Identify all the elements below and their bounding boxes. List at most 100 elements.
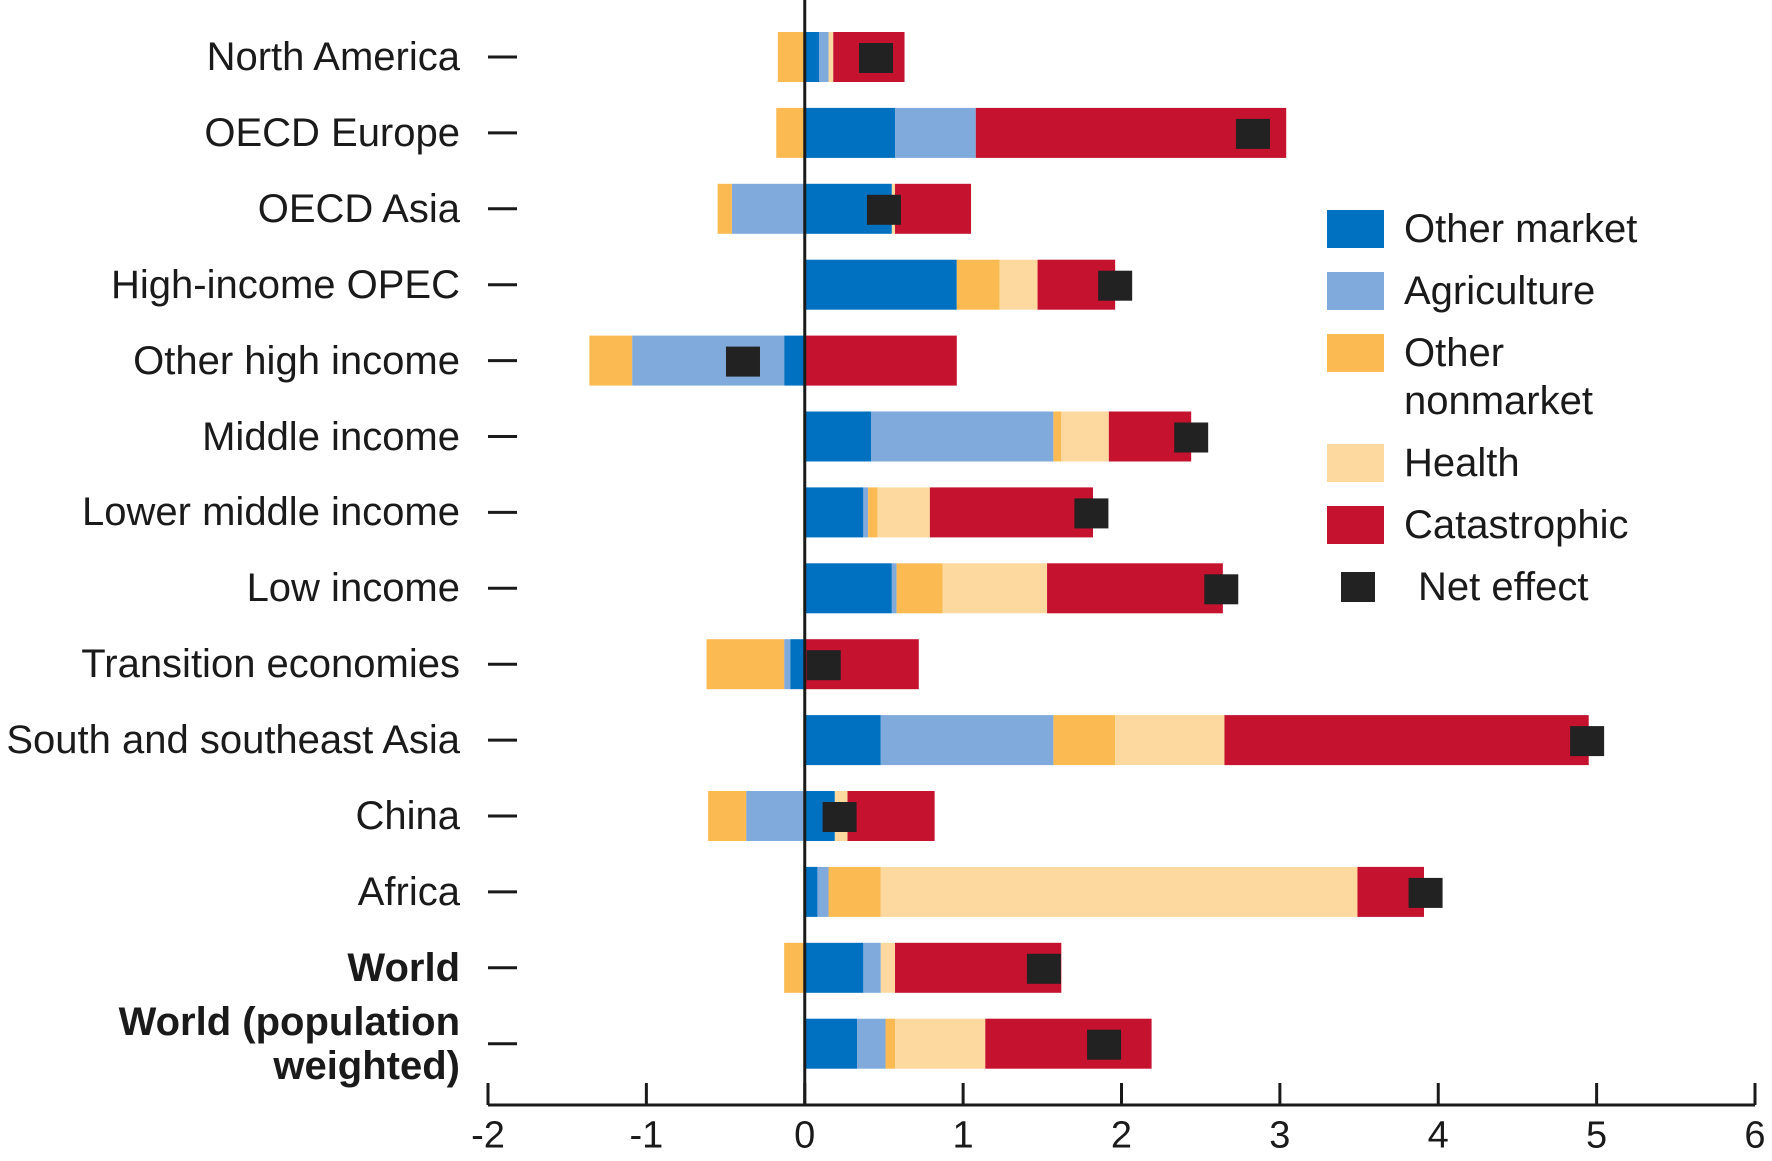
bar-segment <box>804 563 892 614</box>
bar-segment <box>804 487 864 538</box>
legend-swatch <box>1327 334 1384 372</box>
bar-segment <box>1115 715 1225 766</box>
category-label: World <box>347 945 460 990</box>
category-label: Lower middle income <box>82 490 460 535</box>
legend-item: Other market <box>1327 205 1727 253</box>
bar-segment <box>804 335 957 386</box>
category-label: Other high income <box>133 338 460 383</box>
bar-segment <box>956 259 1000 310</box>
legend-label: Catastrophic <box>1404 503 1629 547</box>
legend-item: Other nonmarket <box>1327 329 1727 425</box>
legend-label: Net effect <box>1418 565 1589 609</box>
category-label: South and southeast Asia <box>6 718 460 763</box>
bar-segment <box>790 639 805 690</box>
legend-swatch <box>1327 272 1384 310</box>
legend-label: Agriculture <box>1404 269 1596 313</box>
x-tick-label: -2 <box>471 1114 505 1157</box>
bar-segment <box>784 942 805 993</box>
bar-segment <box>1047 563 1223 614</box>
bar-segment <box>828 32 834 82</box>
bar-segment <box>804 1018 858 1069</box>
legend-label: Health <box>1404 441 1520 485</box>
legend-label: Other market <box>1404 207 1638 251</box>
bar-segment <box>777 32 805 82</box>
bar-segment <box>804 107 896 158</box>
x-tick-label: 6 <box>1744 1114 1766 1157</box>
category-label: OECD Asia <box>257 186 460 231</box>
net-marker <box>1026 953 1061 984</box>
net-marker <box>859 43 894 73</box>
bar-segment <box>863 942 881 993</box>
bar-segment <box>804 866 818 917</box>
bar-segment <box>895 183 972 234</box>
bar-segment <box>804 259 957 310</box>
bar-segment <box>1061 411 1109 462</box>
bar-segment <box>589 335 633 386</box>
legend-item: Health <box>1327 439 1727 487</box>
bar-segment <box>828 866 881 917</box>
category-label: Middle income <box>202 414 460 459</box>
net-marker <box>725 346 760 377</box>
bar-segment <box>1053 715 1116 766</box>
net-marker <box>1074 498 1109 529</box>
category-label: North America <box>206 35 460 79</box>
category-label: Low income <box>246 566 460 611</box>
bar-segment <box>708 791 747 841</box>
bar-segment <box>784 639 791 690</box>
net-marker <box>822 802 857 832</box>
bar-segment <box>804 32 820 82</box>
legend-swatch <box>1327 506 1384 544</box>
bar-segment <box>817 866 829 917</box>
bar-segment <box>942 563 1048 614</box>
net-marker <box>866 194 901 225</box>
bar-segment <box>776 107 805 158</box>
net-marker <box>1174 422 1209 453</box>
net-marker <box>1235 118 1270 149</box>
bar-segment <box>895 1018 986 1069</box>
category-label: OECD Europe <box>204 110 460 155</box>
bar-segment <box>896 563 943 614</box>
bar-segment <box>706 639 785 690</box>
bar-segment <box>885 1018 896 1069</box>
legend: Other market Agriculture Other nonmarket He… <box>1327 205 1727 625</box>
legend-item: Agriculture <box>1327 267 1727 315</box>
bar-segment <box>784 335 805 386</box>
bar-segment <box>877 487 930 538</box>
bar-segment <box>804 715 881 766</box>
net-marker <box>1570 726 1605 757</box>
bar-segment <box>632 335 785 386</box>
x-tick-label: 0 <box>794 1114 816 1157</box>
legend-item: Catastrophic <box>1327 501 1727 549</box>
bar-segment <box>857 1018 886 1069</box>
bar-segment <box>746 791 805 841</box>
bar-segment <box>880 866 1358 917</box>
bar-segment <box>1053 411 1062 462</box>
bar-segment <box>804 411 872 462</box>
bar-segment <box>895 107 976 158</box>
bar-segment <box>804 942 864 993</box>
bar-segment <box>880 715 1054 766</box>
category-label: Africa <box>357 869 460 914</box>
bar-segment <box>880 942 896 993</box>
net-marker <box>1408 877 1443 908</box>
bar-segment <box>929 487 1093 538</box>
bar-segment <box>863 487 869 538</box>
bar-segment <box>819 32 829 82</box>
bar-segment <box>999 259 1038 310</box>
x-tick-label: -1 <box>629 1114 664 1157</box>
net-marker <box>1204 574 1239 605</box>
legend-swatch <box>1327 210 1384 248</box>
bar-segment <box>847 791 935 841</box>
bar-segment <box>868 487 878 538</box>
bar-segment <box>891 563 897 614</box>
net-marker <box>806 650 841 681</box>
bar-segment <box>1224 715 1589 766</box>
legend-label: Other nonmarket <box>1404 331 1593 423</box>
category-label: Transition economies <box>81 642 460 687</box>
category-label: High-income OPEC <box>110 262 460 307</box>
category-label: World (population weighted) <box>118 999 460 1088</box>
net-marker <box>1087 1029 1122 1060</box>
net-marker <box>1098 270 1133 301</box>
